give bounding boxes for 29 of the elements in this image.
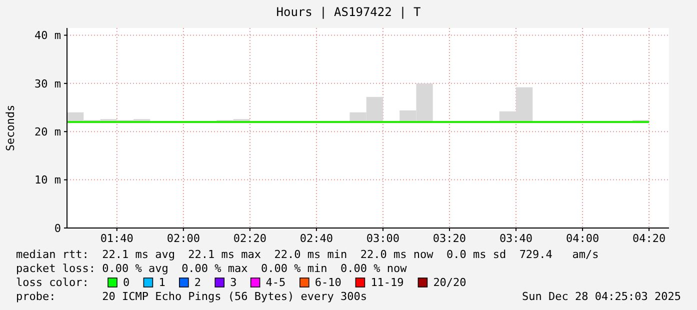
text: 4-5 <box>266 276 286 289</box>
text: 3 <box>230 276 237 289</box>
y-tick-label: 30 m <box>34 77 62 90</box>
x-tick-label: 03:40 <box>499 232 533 245</box>
text: Sun Dec 28 04:25:03 2025 <box>522 290 681 303</box>
text: 0 <box>123 276 130 289</box>
text: probe: 20 ICMP Echo Pings (56 Bytes) every 300s <box>16 290 367 303</box>
x-tick-label: 02:20 <box>233 232 266 245</box>
x-tick-label: 03:20 <box>432 232 466 245</box>
text: median rtt: 22.1 ms avg 22.1 ms max 22.0 ms min 22.0 ms now 0.0 ms sd 729.4 am/s <box>16 248 599 261</box>
y-tick-label: 20 m <box>34 125 62 138</box>
text: 11-19 <box>370 276 404 289</box>
chart-title: Hours | AS197422 | T <box>276 5 421 19</box>
y-tick-label: 0 <box>54 222 61 235</box>
y-tick-label: 40 m <box>34 29 62 42</box>
x-tick-label: 02:00 <box>166 232 200 245</box>
text: 1 <box>158 276 166 289</box>
y-tick-label: 10 m <box>34 174 62 187</box>
text: 2 <box>194 276 202 289</box>
text: packet loss: 0.00 % avg 0.00 % max 0.00 % min 0.00 % now <box>16 262 408 275</box>
y-axis-title: Seconds <box>4 104 17 152</box>
text: 6-10 <box>314 276 342 289</box>
x-tick-label: 04:20 <box>632 232 666 245</box>
text: 20/20 <box>433 276 466 289</box>
x-tick-label: 04:00 <box>566 232 600 245</box>
text: loss color: <box>16 276 89 289</box>
x-tick-label: 01:40 <box>100 232 134 245</box>
x-tick-label: 02:40 <box>300 232 334 245</box>
x-tick-label: 03:00 <box>366 232 400 245</box>
